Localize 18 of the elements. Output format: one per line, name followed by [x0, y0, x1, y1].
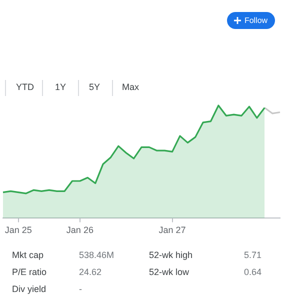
text: P/E ratio: [12, 267, 47, 277]
text: 52-wk high: [149, 250, 193, 260]
text: 52-wk low: [149, 267, 190, 277]
text: Div yield: [12, 284, 46, 294]
text: YTD: [16, 82, 34, 92]
x-tick-label: Jan 25: [4, 225, 32, 236]
text: Max: [122, 82, 140, 92]
text: 5.71: [244, 250, 262, 260]
text: 0.64: [244, 267, 262, 277]
text: -: [79, 284, 82, 294]
text: 1Y: [55, 82, 66, 92]
text: 538.46M: [79, 250, 114, 260]
x-tick-label: Jan 26: [66, 225, 94, 236]
text: Follow: [244, 16, 268, 25]
text: 24.62: [79, 267, 102, 277]
text: Mkt cap: [12, 250, 44, 260]
x-tick-label: Jan 27: [158, 225, 186, 236]
text: 5Y: [89, 82, 100, 92]
